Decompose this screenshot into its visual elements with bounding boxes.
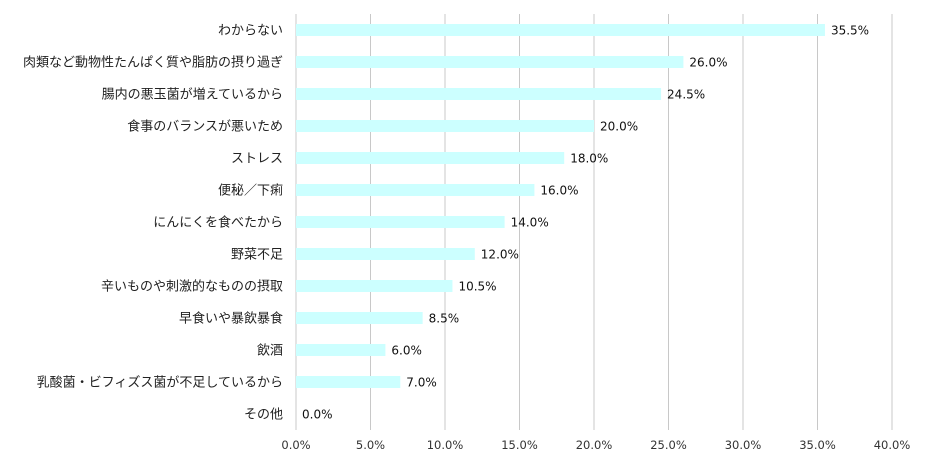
- bar-3: [296, 120, 594, 132]
- category-label-12: その他: [244, 408, 283, 423]
- value-label-6: 14.0%: [511, 216, 549, 230]
- x-tick-label-7: 35.0%: [799, 438, 836, 452]
- x-tick-label-5: 25.0%: [650, 438, 687, 452]
- bar-8: [296, 280, 453, 292]
- bar-10: [296, 344, 386, 356]
- x-axis-tick-labels: 0.0% 5.0% 10.0% 15.0% 20.0% 25.0% 30.0% 35.0% 40…: [281, 438, 910, 452]
- grid-lines: [295, 14, 893, 430]
- bar-4: [296, 152, 565, 164]
- category-label-7: 野菜不足: [231, 248, 283, 263]
- category-label-11: 乳酸菌・ビフィズス菌が不足しているから: [37, 375, 283, 391]
- value-label-12: 0.0%: [302, 408, 333, 422]
- category-label-0: わからない: [218, 24, 283, 39]
- category-label-8: 辛いものや刺激的なものの摂取: [101, 279, 283, 295]
- value-label-3: 20.0%: [600, 120, 638, 134]
- bar-5: [296, 184, 535, 196]
- bar-1: [296, 56, 684, 68]
- value-label-7: 12.0%: [481, 248, 519, 262]
- x-tick-label-8: 40.0%: [874, 438, 911, 452]
- bar-9: [296, 312, 423, 324]
- value-labels: 35.5% 26.0% 24.5% 20.0% 18.0% 16.0% 14.0% 12.0%…: [302, 24, 869, 422]
- value-label-5: 16.0%: [540, 184, 578, 198]
- x-tick-label-2: 10.0%: [427, 438, 464, 452]
- category-label-1: 肉類など動物性たんぱく質や脂肪の摂り過ぎ: [23, 55, 283, 71]
- x-tick-label-6: 30.0%: [725, 438, 762, 452]
- value-label-4: 18.0%: [570, 152, 608, 166]
- category-label-10: 飲酒: [257, 343, 283, 359]
- category-label-4: ストレス: [231, 152, 283, 167]
- category-label-2: 腸内の悪玉菌が増えているから: [102, 87, 283, 103]
- value-label-8: 10.5%: [458, 280, 496, 294]
- category-label-6: にんにくを食べたから: [153, 215, 283, 231]
- bars-group: [296, 24, 825, 388]
- bar-6: [296, 216, 505, 228]
- x-tick-label-4: 20.0%: [576, 438, 613, 452]
- x-tick-label-0: 0.0%: [281, 438, 310, 452]
- bar-11: [296, 376, 401, 388]
- bar-0: [296, 24, 825, 36]
- x-tick-label-1: 5.0%: [356, 438, 385, 452]
- bar-2: [296, 88, 662, 100]
- value-label-11: 7.0%: [406, 376, 437, 390]
- x-tick-label-3: 15.0%: [501, 438, 538, 452]
- category-label-3: 食事のバランスが悪いため: [127, 119, 283, 135]
- category-label-5: 便秘／下痢: [218, 183, 283, 199]
- value-label-9: 8.5%: [429, 312, 460, 326]
- bar-7: [296, 248, 475, 260]
- category-labels: わからない肉類など動物性たんぱく質や脂肪の摂り過ぎ腸内の悪玉菌が増えているから食…: [23, 24, 283, 423]
- value-label-1: 26.0%: [689, 56, 727, 70]
- value-label-10: 6.0%: [391, 344, 422, 358]
- value-label-0: 35.5%: [831, 24, 869, 38]
- value-label-2: 24.5%: [667, 88, 705, 102]
- category-label-9: 早食いや暴飲暴食: [179, 311, 283, 327]
